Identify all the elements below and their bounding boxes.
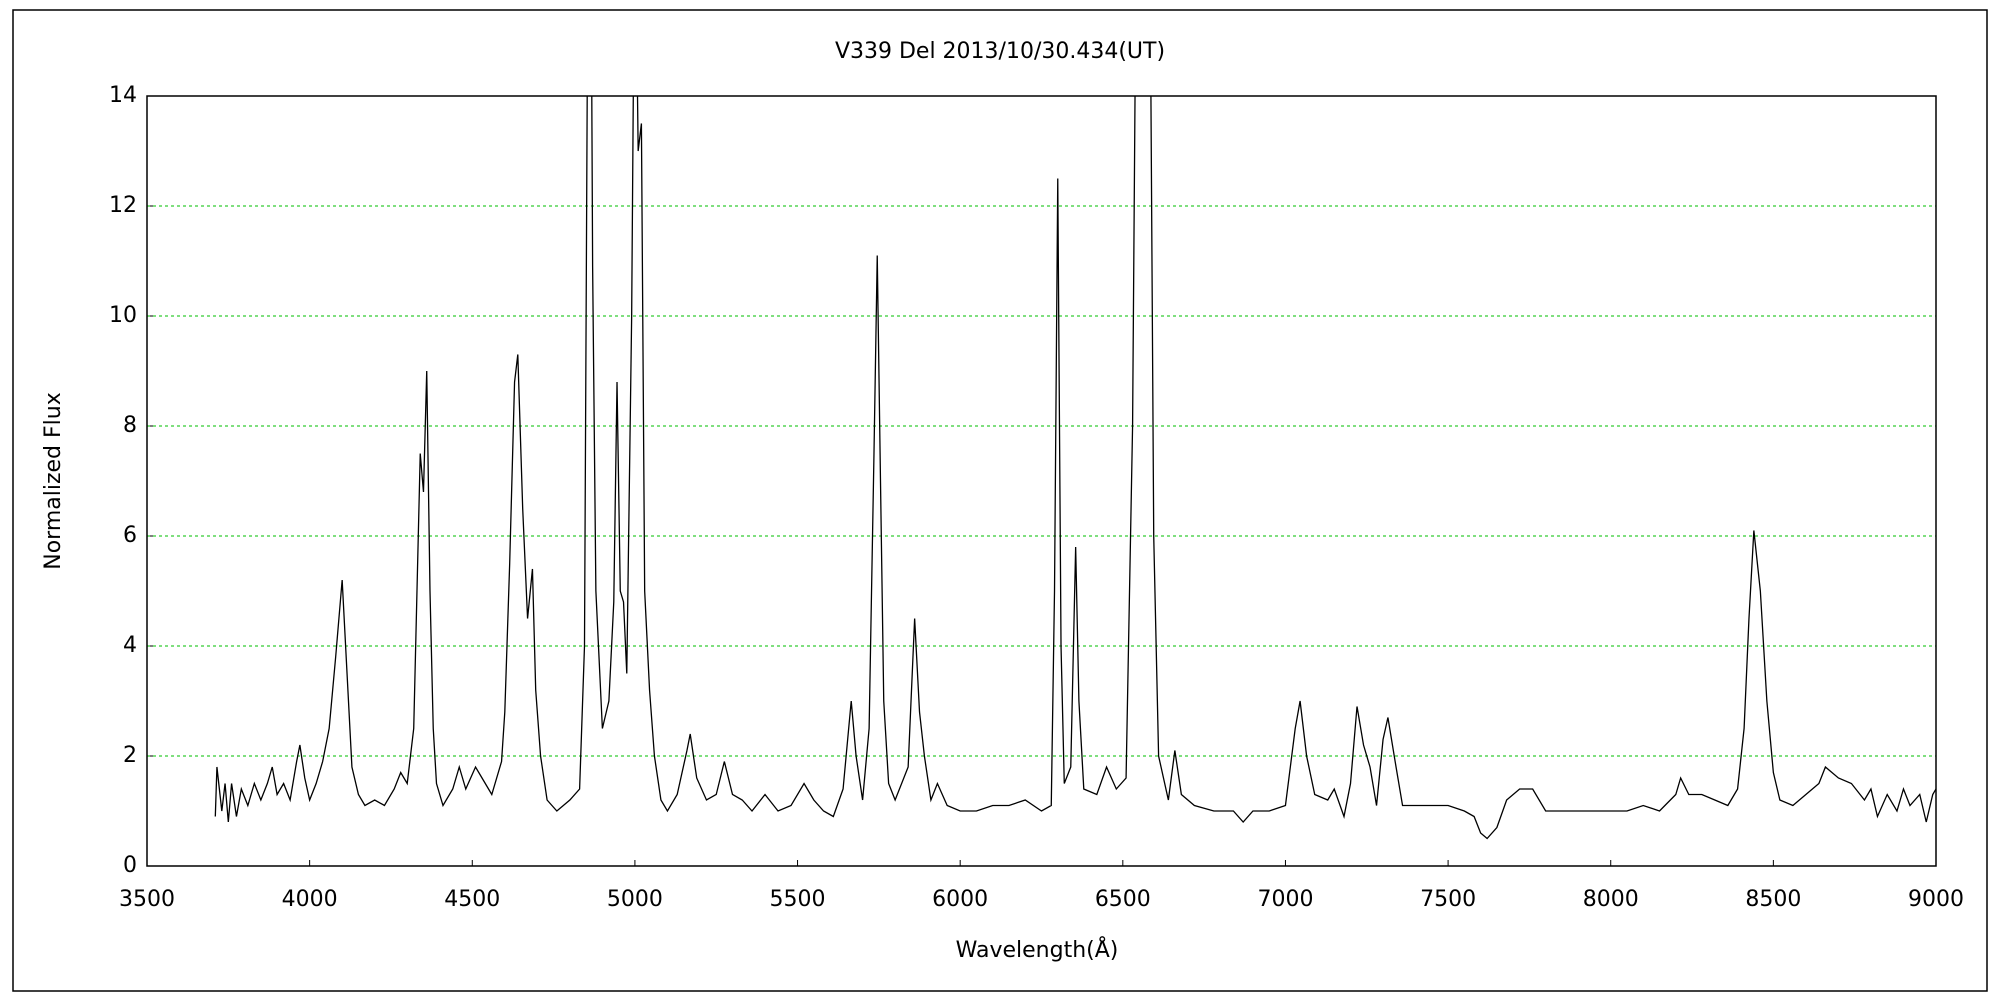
y-axis-label: Normalized Flux — [41, 392, 66, 569]
x-tick-label: 3500 — [119, 887, 175, 912]
y-tick-label: 4 — [123, 633, 137, 658]
plot-frame — [146, 95, 1937, 867]
chart-border — [12, 9, 1988, 992]
y-tick-label: 8 — [123, 413, 137, 438]
x-tick-label: 5500 — [770, 887, 826, 912]
y-tick-label: 2 — [123, 743, 137, 768]
y-tick-label: 12 — [109, 193, 137, 218]
x-tick-label: 4500 — [444, 887, 500, 912]
chart-title: V339 Del 2013/10/30.434(UT) — [835, 39, 1165, 64]
x-axis-label: Wavelength(Å) — [956, 936, 1119, 963]
y-tick-label: 14 — [109, 83, 137, 108]
x-tick-label: 8000 — [1583, 887, 1639, 912]
x-tick-label: 5000 — [607, 887, 663, 912]
x-tick-label: 6000 — [932, 887, 988, 912]
x-tick-label: 8500 — [1745, 887, 1801, 912]
y-tick-label: 10 — [109, 303, 137, 328]
x-tick-label: 7000 — [1257, 887, 1313, 912]
x-tick-label: 9000 — [1908, 887, 1964, 912]
y-tick-label: 6 — [123, 523, 137, 548]
x-tick-label: 4000 — [282, 887, 338, 912]
x-tick-label: 6500 — [1095, 887, 1151, 912]
x-tick-label: 7500 — [1420, 887, 1476, 912]
y-tick-label: 0 — [123, 853, 137, 878]
spectrum-line — [214, 96, 1936, 840]
